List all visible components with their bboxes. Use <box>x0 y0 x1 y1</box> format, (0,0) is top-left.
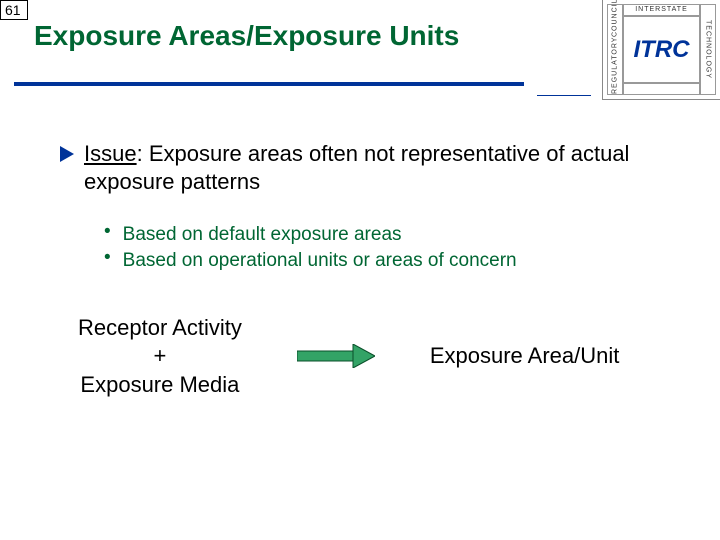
sub-bullet-1-text: Based on default exposure areas <box>123 222 402 248</box>
equation-left-line2: + <box>78 342 242 371</box>
sub-bullet-2: • Based on operational units or areas of… <box>104 248 680 274</box>
sub-bullet-1: • Based on default exposure areas <box>104 222 680 248</box>
sub-bullets: • Based on default exposure areas • Base… <box>104 222 680 273</box>
dot-icon: • <box>104 248 111 269</box>
equation-left: Receptor Activity + Exposure Media <box>78 314 242 400</box>
title-underline-thick <box>14 82 524 86</box>
title-area: Exposure Areas/Exposure Units <box>34 20 600 52</box>
logo-left-lower: REGULATORY <box>612 37 619 94</box>
dot-icon: • <box>104 222 111 243</box>
logo-bottom <box>623 83 700 95</box>
equation-left-line3: Exposure Media <box>78 371 242 400</box>
issue-label: Issue <box>84 141 137 166</box>
issue-text: Issue: Exposure areas often not represen… <box>84 140 680 196</box>
slide-number: 61 <box>0 0 28 20</box>
content-area: Issue: Exposure areas often not represen… <box>60 140 680 399</box>
sub-bullet-2-text: Based on operational units or areas of c… <box>123 248 517 274</box>
title-underline-thin <box>537 95 591 96</box>
logo-center-text: ITRC <box>623 16 700 83</box>
logo-inner: REGULATORY COUNCIL INTERSTATE ITRC TECHN… <box>607 4 716 95</box>
issue-body: : Exposure areas often not representativ… <box>84 141 629 194</box>
logo-left-text: REGULATORY COUNCIL <box>607 4 623 95</box>
equation-right: Exposure Area/Unit <box>430 343 620 369</box>
equation-row: Receptor Activity + Exposure Media Expos… <box>78 314 680 400</box>
logo-left-upper: COUNCIL <box>612 0 619 37</box>
slide-title: Exposure Areas/Exposure Units <box>34 20 600 52</box>
triangle-bullet-icon <box>60 146 74 162</box>
main-bullet: Issue: Exposure areas often not represen… <box>60 140 680 196</box>
itrc-logo: REGULATORY COUNCIL INTERSTATE ITRC TECHN… <box>602 0 720 100</box>
logo-top-text: INTERSTATE <box>623 4 700 16</box>
logo-right-text: TECHNOLOGY <box>700 4 716 95</box>
arrow-right-icon <box>297 344 375 368</box>
equation-left-line1: Receptor Activity <box>78 314 242 343</box>
slide-number-text: 61 <box>5 2 21 18</box>
